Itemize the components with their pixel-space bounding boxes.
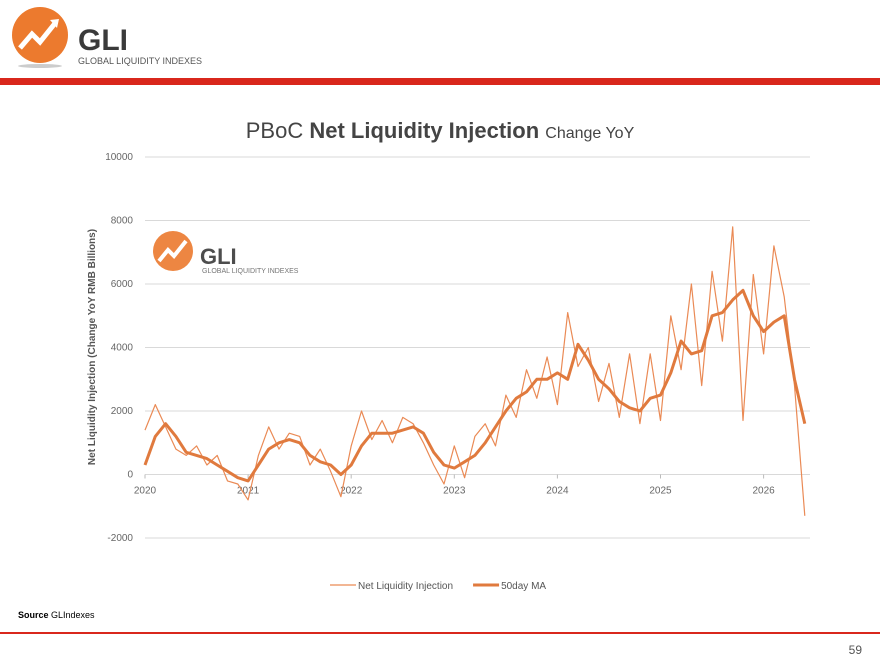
legend-label: 50day MA — [501, 581, 546, 592]
y-tick-label: 8000 — [111, 216, 134, 227]
footer-bar — [0, 632, 880, 634]
y-tick-label: 2000 — [111, 406, 134, 417]
watermark-tagline: GLOBAL LIQUIDITY INDEXES — [202, 268, 299, 275]
x-tick-label: 2023 — [443, 486, 466, 497]
page-number: 59 — [849, 643, 863, 657]
watermark-text: GLI — [200, 244, 237, 269]
source: Source GLIndexes — [18, 610, 95, 620]
x-tick-label: 2021 — [237, 486, 260, 497]
title-part: Net Liquidity Injection — [309, 118, 539, 143]
header-bar — [0, 78, 880, 85]
source-text: GLIndexes — [51, 610, 95, 620]
watermark: GLI GLOBAL LIQUIDITY INDEXES — [153, 231, 299, 275]
legend-label: Net Liquidity Injection — [358, 581, 453, 592]
logo-text: GLI — [78, 24, 128, 57]
y-tick-label: 10000 — [105, 152, 133, 163]
y-tick-label: 4000 — [111, 343, 134, 354]
x-tick-label: 2022 — [340, 486, 363, 497]
y-tick-label: -2000 — [107, 533, 133, 544]
title-part: Change YoY — [545, 125, 634, 142]
tagline: GLOBAL LIQUIDITY INDEXES — [78, 56, 202, 66]
x-tick-label: 2026 — [752, 486, 775, 497]
data-line — [143, 288, 807, 483]
source-label: Source — [18, 610, 49, 620]
y-tick-label: 0 — [127, 470, 133, 481]
y-tick-label: 6000 — [111, 279, 134, 290]
title-part: PBoC — [246, 118, 304, 143]
logo — [12, 7, 68, 68]
x-tick-label: 2025 — [649, 486, 672, 497]
x-tick-label: 2024 — [546, 486, 569, 497]
x-tick-label: 2020 — [134, 486, 157, 497]
y-axis-label: Net Liquidity Injection (Change YoY RMB … — [87, 229, 98, 465]
chart-title: PBoC Net Liquidity Injection Change YoY — [246, 118, 635, 143]
